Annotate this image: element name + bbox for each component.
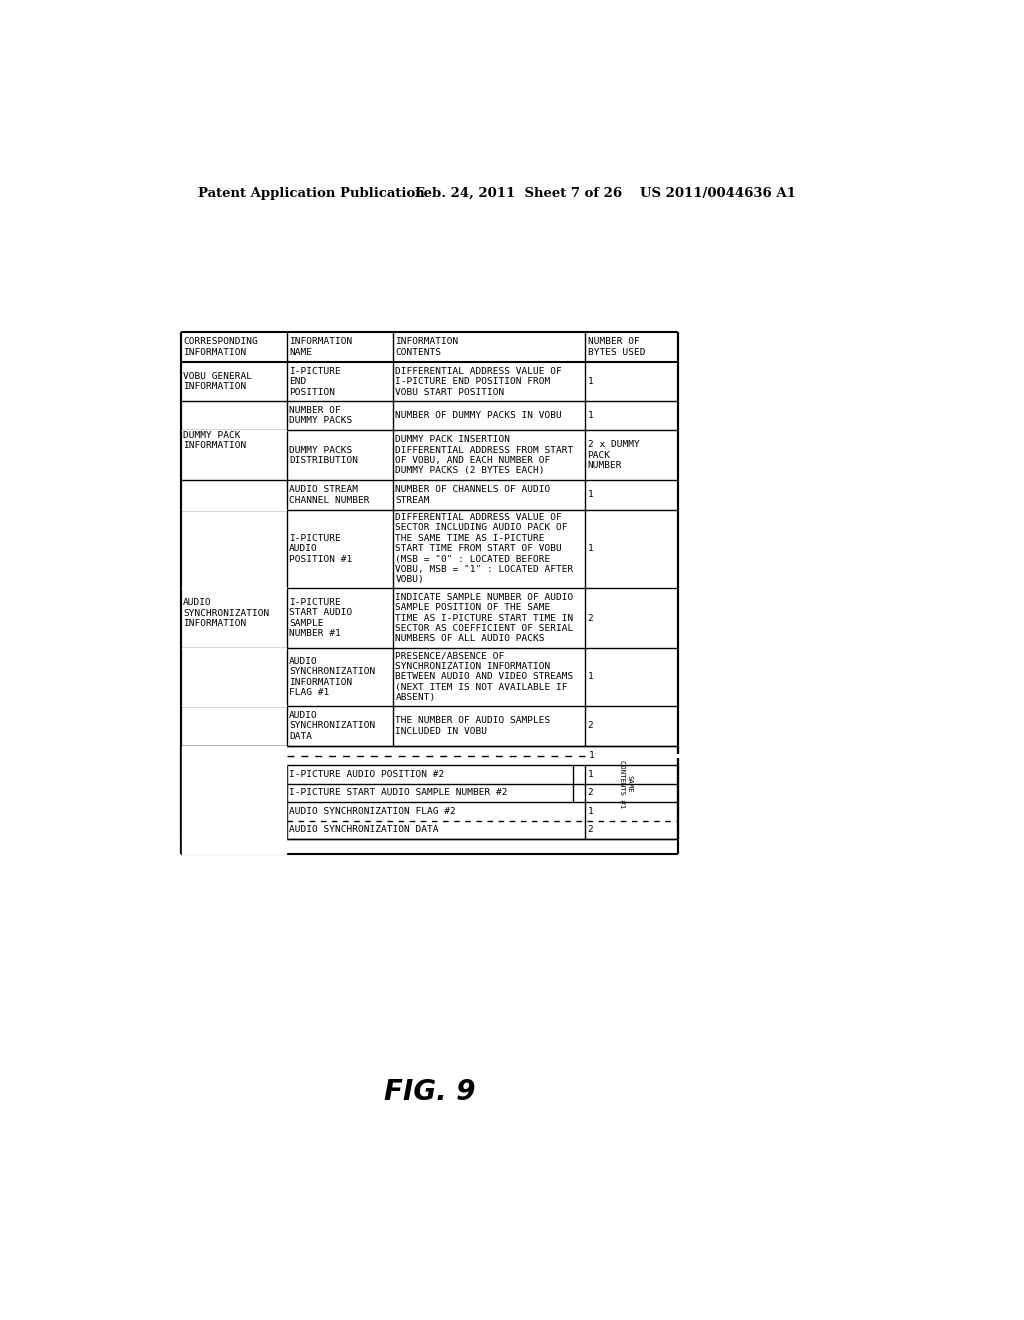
Text: VOBU GENERAL
INFORMATION: VOBU GENERAL INFORMATION — [183, 372, 252, 392]
Text: 1: 1 — [589, 751, 594, 760]
Text: PRESENCE/ABSENCE OF
SYNCHRONIZATION INFORMATION
BETWEEN AUDIO AND VIDEO STREAMS
: PRESENCE/ABSENCE OF SYNCHRONIZATION INFO… — [395, 652, 573, 702]
Text: US 2011/0044636 A1: US 2011/0044636 A1 — [640, 187, 796, 199]
Text: SAME
CONTENTS #1: SAME CONTENTS #1 — [620, 759, 632, 808]
Text: I-PICTURE
AUDIO
POSITION #1: I-PICTURE AUDIO POSITION #1 — [289, 533, 352, 564]
Bar — [182, 746, 287, 854]
Text: 1: 1 — [588, 807, 593, 816]
Text: NUMBER OF
BYTES USED: NUMBER OF BYTES USED — [588, 338, 645, 356]
Text: 1: 1 — [588, 672, 593, 681]
Text: Patent Application Publication: Patent Application Publication — [198, 187, 425, 199]
Text: 2: 2 — [588, 825, 593, 834]
Text: INFORMATION
NAME: INFORMATION NAME — [289, 338, 352, 356]
Text: DUMMY PACKS
DISTRIBUTION: DUMMY PACKS DISTRIBUTION — [289, 446, 358, 465]
Text: AUDIO SYNCHRONIZATION FLAG #2: AUDIO SYNCHRONIZATION FLAG #2 — [289, 807, 456, 816]
Text: 2 x DUMMY
PACK
NUMBER: 2 x DUMMY PACK NUMBER — [588, 441, 639, 470]
Text: AUDIO
SYNCHRONIZATION
DATA: AUDIO SYNCHRONIZATION DATA — [289, 711, 376, 741]
Text: THE NUMBER OF AUDIO SAMPLES
INCLUDED IN VOBU: THE NUMBER OF AUDIO SAMPLES INCLUDED IN … — [395, 717, 551, 735]
Text: 1: 1 — [588, 770, 593, 779]
Text: 2: 2 — [588, 788, 593, 797]
Text: 1: 1 — [588, 491, 593, 499]
Text: NUMBER OF CHANNELS OF AUDIO
STREAM: NUMBER OF CHANNELS OF AUDIO STREAM — [395, 486, 551, 504]
Text: 2: 2 — [588, 722, 593, 730]
Text: DUMMY PACK
INFORMATION: DUMMY PACK INFORMATION — [183, 430, 247, 450]
Text: NUMBER OF DUMMY PACKS IN VOBU: NUMBER OF DUMMY PACKS IN VOBU — [395, 411, 562, 420]
Text: Feb. 24, 2011  Sheet 7 of 26: Feb. 24, 2011 Sheet 7 of 26 — [415, 187, 622, 199]
Text: I-PICTURE START AUDIO SAMPLE NUMBER #2: I-PICTURE START AUDIO SAMPLE NUMBER #2 — [289, 788, 508, 797]
Text: AUDIO STREAM
CHANNEL NUMBER: AUDIO STREAM CHANNEL NUMBER — [289, 486, 370, 504]
Text: CORRESPONDING
INFORMATION: CORRESPONDING INFORMATION — [183, 338, 258, 356]
Text: DIFFERENTIAL ADDRESS VALUE OF
SECTOR INCLUDING AUDIO PACK OF
THE SAME TIME AS I-: DIFFERENTIAL ADDRESS VALUE OF SECTOR INC… — [395, 513, 573, 585]
Text: DUMMY PACK INSERTION
DIFFERENTIAL ADDRESS FROM START
OF VOBU, AND EACH NUMBER OF: DUMMY PACK INSERTION DIFFERENTIAL ADDRES… — [395, 436, 573, 475]
Text: 1: 1 — [588, 378, 593, 387]
Text: I-PICTURE
END
POSITION: I-PICTURE END POSITION — [289, 367, 341, 396]
Text: NUMBER OF
DUMMY PACKS: NUMBER OF DUMMY PACKS — [289, 405, 352, 425]
Text: INDICATE SAMPLE NUMBER OF AUDIO
SAMPLE POSITION OF THE SAME
TIME AS I-PICTURE ST: INDICATE SAMPLE NUMBER OF AUDIO SAMPLE P… — [395, 593, 573, 643]
Text: 2: 2 — [588, 614, 593, 623]
Text: FIG. 9: FIG. 9 — [384, 1077, 476, 1106]
Text: AUDIO
SYNCHRONIZATION
INFORMATION
FLAG #1: AUDIO SYNCHRONIZATION INFORMATION FLAG #… — [289, 657, 376, 697]
Text: AUDIO
SYNCHRONIZATION
INFORMATION: AUDIO SYNCHRONIZATION INFORMATION — [183, 598, 269, 628]
Text: I-PICTURE AUDIO POSITION #2: I-PICTURE AUDIO POSITION #2 — [289, 770, 444, 779]
Text: I-PICTURE
START AUDIO
SAMPLE
NUMBER #1: I-PICTURE START AUDIO SAMPLE NUMBER #1 — [289, 598, 352, 638]
Text: 1: 1 — [588, 544, 593, 553]
Text: DIFFERENTIAL ADDRESS VALUE OF
I-PICTURE END POSITION FROM
VOBU START POSITION: DIFFERENTIAL ADDRESS VALUE OF I-PICTURE … — [395, 367, 562, 396]
Text: 1: 1 — [588, 411, 593, 420]
Text: AUDIO SYNCHRONIZATION DATA: AUDIO SYNCHRONIZATION DATA — [289, 825, 438, 834]
Text: INFORMATION
CONTENTS: INFORMATION CONTENTS — [395, 338, 459, 356]
